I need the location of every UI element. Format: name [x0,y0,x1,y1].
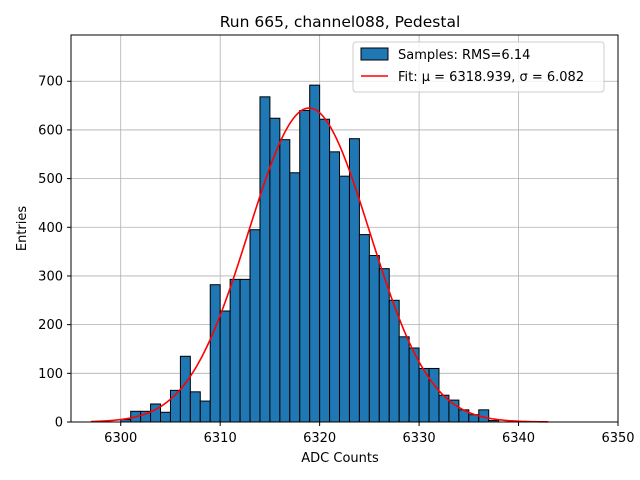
histogram-bar [398,336,410,423]
x-tick-label: 6300 [104,431,137,446]
histogram-bars [120,84,500,423]
histogram-bar [378,268,390,423]
histogram-bar [259,96,271,423]
legend-swatch-samples [360,47,389,61]
histogram-bar [199,400,211,423]
x-tick-label: 6310 [204,431,237,446]
chart-title: Run 665, channel088, Pedestal [220,13,461,31]
legend: Samples: RMS=6.14 Fit: μ = 6318.939, σ =… [352,41,605,93]
histogram-bar [319,118,331,423]
histogram-bar [348,138,360,423]
y-tick-label: 400 [38,221,63,236]
y-tick-label: 700 [38,75,63,90]
y-tick-label: 100 [38,367,63,382]
y-axis-ticks: 0 100 200 300 400 500 600 700 [38,75,71,431]
histogram-bar [289,172,301,423]
histogram-bar [339,175,350,423]
x-tick-label: 6340 [502,431,535,446]
y-tick-label: 600 [38,123,63,138]
y-axis-label: Entries [15,206,30,252]
y-tick-label: 0 [55,416,63,431]
histogram-bar [279,139,291,423]
x-axis-label: ADC Counts [301,451,379,466]
x-axis-ticks: 6300 6310 6320 6330 6340 6350 [104,422,635,446]
plot-frame [70,34,619,423]
histogram-bar [358,234,370,423]
histogram-bar [299,109,311,423]
histogram-bar [160,411,171,423]
legend-label-fit: Fit: μ = 6318.939, σ = 6.082 [398,70,584,85]
x-tick-label: 6350 [601,431,634,446]
histogram-bar [219,310,231,423]
x-tick-label: 6330 [403,431,436,446]
histogram-bar [329,151,341,423]
legend-label-samples: Samples: RMS=6.14 [398,48,530,63]
histogram-bar [189,391,201,423]
histogram-bar [239,278,251,423]
y-tick-label: 500 [38,172,63,187]
histogram-bar [309,84,321,423]
legend-box [352,41,605,93]
fit-curve [90,107,549,423]
x-tick-label: 6320 [303,431,336,446]
histogram-bar [428,367,440,423]
y-tick-label: 300 [38,269,63,284]
histogram-bar [179,355,191,423]
y-tick-label: 200 [38,318,63,333]
histogram-bar [368,255,380,423]
histogram-bar [249,229,261,423]
histogram-bar [229,278,241,423]
histogram-bar [209,284,221,423]
histogram-bar [388,299,400,423]
